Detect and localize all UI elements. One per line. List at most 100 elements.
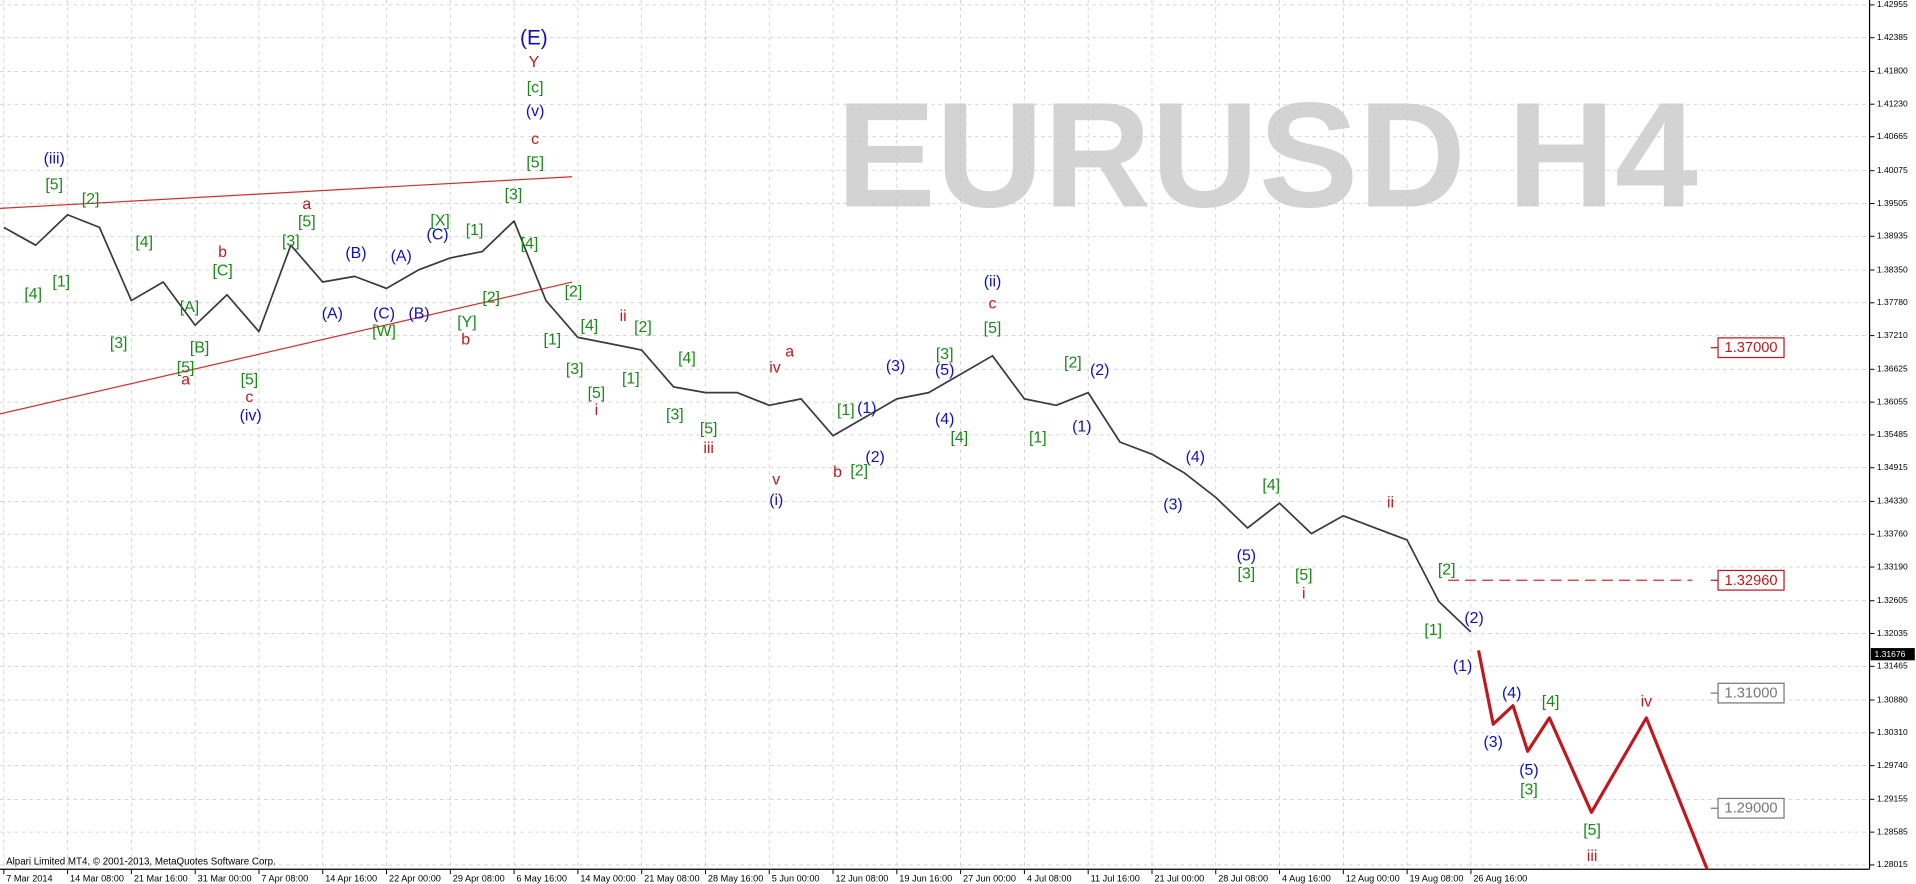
x-tick-label: 19 Jun 16:00	[899, 873, 952, 883]
wave-label: i	[595, 402, 599, 419]
y-tick-label: 1.28585	[1877, 826, 1908, 836]
wave-label: (B)	[345, 245, 366, 262]
x-tick-label: 27 Jun 00:00	[963, 873, 1016, 883]
wave-label: [1]	[544, 331, 562, 348]
y-tick-label: 1.31465	[1877, 661, 1908, 671]
y-tick-label: 1.41230	[1877, 98, 1908, 108]
wave-label: iv	[1641, 694, 1653, 711]
y-tick-label: 1.40665	[1877, 131, 1908, 141]
wave-label: (A)	[391, 248, 412, 265]
wave-label: (1)	[1072, 418, 1091, 435]
level-box	[1717, 569, 1785, 591]
wave-label: [5]	[177, 360, 195, 377]
wave-label: [1]	[837, 402, 855, 419]
wave-label: (i)	[769, 492, 783, 509]
footer: Alpari Limited MT4, © 2001-2013, MetaQuo…	[6, 856, 276, 867]
trend-line	[0, 176, 573, 210]
wave-label: a	[302, 196, 311, 213]
wave-label: [2]	[1064, 354, 1082, 371]
wave-label: (2)	[1464, 610, 1483, 627]
wave-label: c	[531, 131, 539, 148]
current-price-label: 1.31676	[1874, 649, 1905, 659]
wave-label: [3]	[282, 233, 300, 250]
wave-label: (v)	[526, 103, 545, 120]
wave-label: (1)	[1453, 658, 1472, 675]
wave-label: (4)	[935, 411, 954, 428]
x-tick-label: 28 May 16:00	[708, 873, 763, 883]
x-tick-label: 4 Jul 08:00	[1027, 873, 1072, 883]
wave-label: b	[218, 244, 227, 261]
x-tick-label: 14 May 00:00	[580, 873, 635, 883]
wave-label: (C)	[427, 227, 449, 244]
wave-label: iii	[703, 440, 714, 457]
x-tick-label: 11 Jul 16:00	[1091, 873, 1140, 883]
wave-label: [1]	[466, 222, 484, 239]
x-tick-label: 12 Jun 08:00	[835, 873, 888, 883]
wave-label: [2]	[850, 463, 868, 480]
wave-label: [4]	[581, 318, 599, 335]
level-box	[1717, 337, 1785, 359]
y-tick-label: 1.30310	[1877, 727, 1908, 737]
wave-label: [4]	[135, 234, 153, 251]
y-tick-label: 1.29740	[1877, 760, 1908, 770]
x-tick-label: 21 May 08:00	[644, 873, 699, 883]
x-tick-label: 21 Jul 00:00	[1154, 873, 1204, 883]
wave-label: [2]	[482, 289, 500, 306]
wave-label: [3]	[1520, 782, 1538, 799]
wave-label: [W]	[372, 323, 396, 340]
level-label: 1.37000	[1725, 340, 1778, 356]
x-tick-label: 5 Jun 00:00	[772, 873, 820, 883]
y-tick-label: 1.28015	[1877, 859, 1908, 869]
y-tick-label: 1.33760	[1877, 528, 1908, 538]
wave-label: i	[1302, 585, 1306, 602]
wave-label: (2)	[865, 449, 884, 466]
wave-label: (5)	[1237, 547, 1256, 564]
wave-label: [1]	[622, 371, 640, 388]
trend-line	[0, 281, 573, 415]
x-tick-label: 19 Aug 08:00	[1410, 873, 1464, 883]
wave-label: [5]	[588, 385, 606, 402]
level-label: 1.31000	[1725, 686, 1778, 702]
wave-label: [2]	[565, 284, 583, 301]
wave-label: (B)	[408, 305, 429, 322]
wave-label: ii	[1387, 494, 1394, 511]
wave-label: [2]	[634, 319, 652, 336]
wave-label: c	[245, 389, 253, 406]
wave-label: [5]	[298, 213, 316, 230]
projection-line	[1476, 650, 1709, 870]
level-box	[1717, 797, 1785, 819]
y-tick-label: 1.40075	[1877, 165, 1908, 175]
level-label: 1.32960	[1725, 573, 1778, 589]
wave-label: (3)	[1484, 734, 1503, 751]
wave-label: (iv)	[240, 407, 262, 424]
x-tick-label: 29 Apr 08:00	[453, 873, 505, 883]
y-tick-label: 1.41800	[1877, 66, 1908, 76]
wave-label: [4]	[24, 286, 42, 303]
wave-label: [5]	[984, 320, 1002, 337]
x-tick-label: 7 Mar 2014	[6, 873, 52, 883]
wave-label: [1]	[52, 273, 70, 290]
wave-label: [2]	[82, 191, 100, 208]
y-tick-label: 1.33190	[1877, 561, 1908, 571]
wave-label: (C)	[373, 305, 395, 322]
wave-label: [3]	[936, 346, 954, 363]
x-tick-label: 22 Apr 00:00	[389, 873, 441, 883]
wave-label: iii	[1587, 848, 1598, 865]
x-tick-label: 28 Jul 08:00	[1218, 873, 1268, 883]
watermark: EURUSD H4	[836, 71, 1697, 238]
wave-label: (3)	[1163, 497, 1182, 514]
wave-label: [3]	[505, 186, 523, 203]
y-tick-label: 1.37780	[1877, 297, 1908, 307]
y-tick-label: 1.38935	[1877, 231, 1908, 241]
y-tick-label: 1.32035	[1877, 628, 1908, 638]
wave-label: (5)	[1519, 762, 1538, 779]
x-tick-label: 14 Apr 16:00	[325, 873, 377, 883]
wave-label: (1)	[857, 400, 876, 417]
level-label: 1.29000	[1725, 801, 1778, 817]
x-tick-label: 21 Mar 16:00	[134, 873, 188, 883]
wave-label: [C]	[212, 262, 232, 279]
wave-label: [B]	[190, 339, 209, 356]
wave-label: [5]	[241, 372, 259, 389]
y-tick-label: 1.36625	[1877, 364, 1908, 374]
